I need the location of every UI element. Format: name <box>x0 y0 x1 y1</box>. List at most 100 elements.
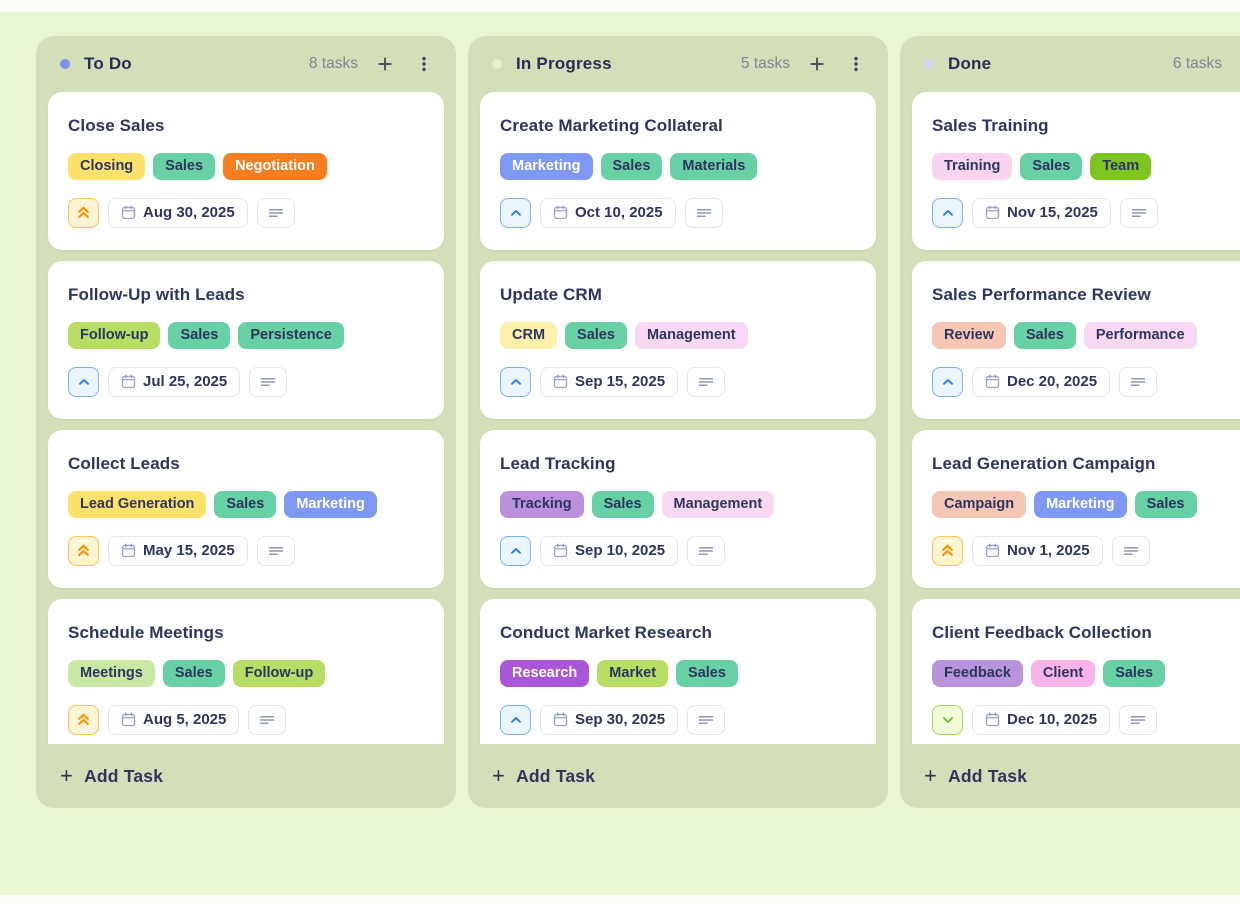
add-task-icon-button[interactable] <box>1236 51 1240 77</box>
tag-pill[interactable]: Client <box>1030 660 1096 687</box>
tag-pill[interactable]: Negotiation <box>223 153 327 180</box>
description-indicator[interactable] <box>684 197 723 228</box>
due-date-chip[interactable]: Dec 10, 2025 <box>972 704 1111 735</box>
due-date-chip[interactable]: Sep 30, 2025 <box>540 704 679 735</box>
description-indicator[interactable] <box>1111 535 1150 566</box>
task-card[interactable]: Conduct Market Research Research Market Sa… <box>480 599 876 744</box>
column-footer: + Add Task <box>468 744 888 808</box>
description-indicator[interactable] <box>1119 197 1158 228</box>
description-indicator[interactable] <box>687 704 726 735</box>
tag-pill[interactable]: Persistence <box>238 322 344 349</box>
priority-medium-badge[interactable] <box>932 366 963 397</box>
tag-pill[interactable]: Meetings <box>68 660 155 687</box>
tag-pill[interactable]: Sales <box>565 322 627 349</box>
tag-pill[interactable]: Sales <box>162 660 225 687</box>
tag-pill[interactable]: Sales <box>1020 153 1083 180</box>
plus-icon: + <box>60 763 74 788</box>
plus-icon <box>378 57 392 71</box>
priority-medium-badge[interactable] <box>500 704 531 735</box>
column-menu-button[interactable] <box>412 51 436 77</box>
tag-pill[interactable]: Marketing <box>500 153 593 180</box>
task-card[interactable]: Lead Generation Campaign Campaign Marketi… <box>912 430 1240 588</box>
description-indicator[interactable] <box>256 197 295 228</box>
due-date-chip[interactable]: Jul 25, 2025 <box>108 366 241 397</box>
due-date-chip[interactable]: May 15, 2025 <box>108 535 248 566</box>
due-date-chip[interactable]: Sep 15, 2025 <box>540 366 679 397</box>
tag-pill[interactable]: Sales <box>153 153 216 180</box>
tag-pill[interactable]: Tracking <box>500 491 584 518</box>
description-indicator[interactable] <box>248 704 287 735</box>
add-task-button[interactable]: + Add Task <box>924 765 1027 787</box>
tag-pill[interactable]: Marketing <box>284 491 377 518</box>
due-date-chip[interactable]: Dec 20, 2025 <box>972 366 1111 397</box>
tag-pill[interactable]: Review <box>932 322 1006 349</box>
due-date-chip[interactable]: Nov 15, 2025 <box>972 197 1111 228</box>
tag-pill[interactable]: Closing <box>68 153 146 180</box>
add-task-icon-button[interactable] <box>372 51 398 77</box>
tag-pill[interactable]: Sales <box>591 491 654 518</box>
tag-pill[interactable]: Management <box>661 491 775 518</box>
task-card[interactable]: Sales Performance Review Review Sales Perf… <box>912 261 1240 419</box>
bottom-edge-strip <box>0 895 1240 903</box>
tag-pill[interactable]: Market <box>597 660 669 687</box>
due-date-chip[interactable]: Oct 10, 2025 <box>540 197 676 228</box>
tag-pill[interactable]: Sales <box>1103 660 1166 687</box>
tag-pill[interactable]: CRM <box>500 322 558 349</box>
due-date-chip[interactable]: Sep 10, 2025 <box>540 535 679 566</box>
description-indicator[interactable] <box>1119 366 1158 397</box>
task-card[interactable]: Create Marketing Collateral Marketing Sal… <box>480 92 876 250</box>
tag-pill[interactable]: Campaign <box>932 491 1027 518</box>
tag-pill[interactable]: Team <box>1090 153 1152 180</box>
priority-high-badge[interactable] <box>68 535 99 566</box>
task-card[interactable]: Update CRM CRM Sales Management Sep 15, 20… <box>480 261 876 419</box>
description-lines-icon <box>698 377 714 386</box>
add-task-icon-button[interactable] <box>804 51 830 77</box>
task-card[interactable]: Follow-Up with Leads Follow-up Sales Persi… <box>48 261 444 419</box>
task-card[interactable]: Schedule Meetings Meetings Sales Follow-up… <box>48 599 444 744</box>
column-task-count: 8 tasks <box>308 55 358 72</box>
description-indicator[interactable] <box>687 366 726 397</box>
priority-medium-badge[interactable] <box>932 197 963 228</box>
add-task-button[interactable]: + Add Task <box>492 765 595 787</box>
tag-pill[interactable]: Sales <box>168 322 231 349</box>
tag-pill[interactable]: Follow-up <box>68 322 161 349</box>
tag-pill[interactable]: Performance <box>1083 322 1197 349</box>
priority-medium-badge[interactable] <box>500 197 531 228</box>
due-date: Jul 25, 2025 <box>143 373 228 391</box>
add-task-button[interactable]: + Add Task <box>60 765 163 787</box>
priority-high-badge[interactable] <box>932 535 963 566</box>
due-date-chip[interactable]: Nov 1, 2025 <box>972 535 1103 566</box>
task-card[interactable]: Lead Tracking Tracking Sales Management Se… <box>480 430 876 588</box>
tag-pill[interactable]: Sales <box>214 491 277 518</box>
description-indicator[interactable] <box>256 535 295 566</box>
tag-pill[interactable]: Sales <box>676 660 738 687</box>
task-card[interactable]: Sales Training Training Sales Team Nov 15,… <box>912 92 1240 250</box>
description-indicator[interactable] <box>687 535 726 566</box>
card-meta-row: Aug 30, 2025 <box>68 197 424 228</box>
tag-pill[interactable]: Feedback <box>932 660 1023 687</box>
priority-high-badge[interactable] <box>68 704 99 735</box>
priority-low-badge[interactable] <box>932 704 963 735</box>
description-indicator[interactable] <box>249 366 288 397</box>
due-date-chip[interactable]: Aug 30, 2025 <box>108 197 248 228</box>
tag-pill[interactable]: Training <box>932 153 1013 180</box>
task-card[interactable]: Collect Leads Lead Generation Sales Market… <box>48 430 444 588</box>
tag-pill[interactable]: Marketing <box>1034 491 1127 518</box>
priority-medium-badge[interactable] <box>68 366 99 397</box>
tag-pill[interactable]: Lead Generation <box>68 491 207 518</box>
tag-pill[interactable]: Management <box>634 322 748 349</box>
task-card[interactable]: Close Sales Closing Sales Negotiation Aug … <box>48 92 444 250</box>
priority-medium-badge[interactable] <box>500 366 531 397</box>
tag-pill[interactable]: Research <box>500 660 590 687</box>
tag-pill[interactable]: Follow-up <box>232 660 326 687</box>
tag-pill[interactable]: Materials <box>670 153 758 180</box>
priority-high-badge[interactable] <box>68 197 99 228</box>
tag-pill[interactable]: Sales <box>600 153 663 180</box>
column-menu-button[interactable] <box>844 51 868 77</box>
description-indicator[interactable] <box>1119 704 1158 735</box>
due-date-chip[interactable]: Aug 5, 2025 <box>108 704 240 735</box>
priority-medium-badge[interactable] <box>500 535 531 566</box>
tag-pill[interactable]: Sales <box>1013 322 1076 349</box>
tag-pill[interactable]: Sales <box>1134 491 1197 518</box>
task-card[interactable]: Client Feedback Collection Feedback Clien… <box>912 599 1240 744</box>
